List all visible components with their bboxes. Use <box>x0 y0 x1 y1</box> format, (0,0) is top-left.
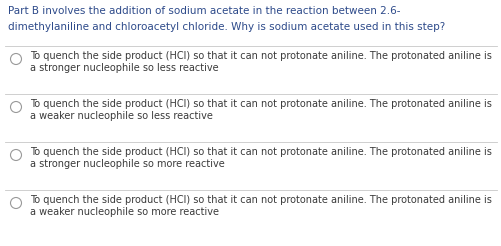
Text: dimethylaniline and chloroacetyl chloride. Why is sodium acetate used in this st: dimethylaniline and chloroacetyl chlorid… <box>8 22 444 32</box>
Text: a weaker nucleophile so less reactive: a weaker nucleophile so less reactive <box>30 111 212 121</box>
Text: a stronger nucleophile so less reactive: a stronger nucleophile so less reactive <box>30 63 218 73</box>
Text: To quench the side product (HCl) so that it can not protonate aniline. The proto: To quench the side product (HCl) so that… <box>30 195 491 205</box>
Text: To quench the side product (HCl) so that it can not protonate aniline. The proto: To quench the side product (HCl) so that… <box>30 147 491 157</box>
Text: To quench the side product (HCl) so that it can not protonate aniline. The proto: To quench the side product (HCl) so that… <box>30 51 491 61</box>
Text: a stronger nucleophile so more reactive: a stronger nucleophile so more reactive <box>30 159 224 169</box>
Text: Part B involves the addition of sodium acetate in the reaction between 2.6-: Part B involves the addition of sodium a… <box>8 6 400 16</box>
Text: a weaker nucleophile so more reactive: a weaker nucleophile so more reactive <box>30 207 218 217</box>
Text: To quench the side product (HCl) so that it can not protonate aniline. The proto: To quench the side product (HCl) so that… <box>30 99 491 109</box>
